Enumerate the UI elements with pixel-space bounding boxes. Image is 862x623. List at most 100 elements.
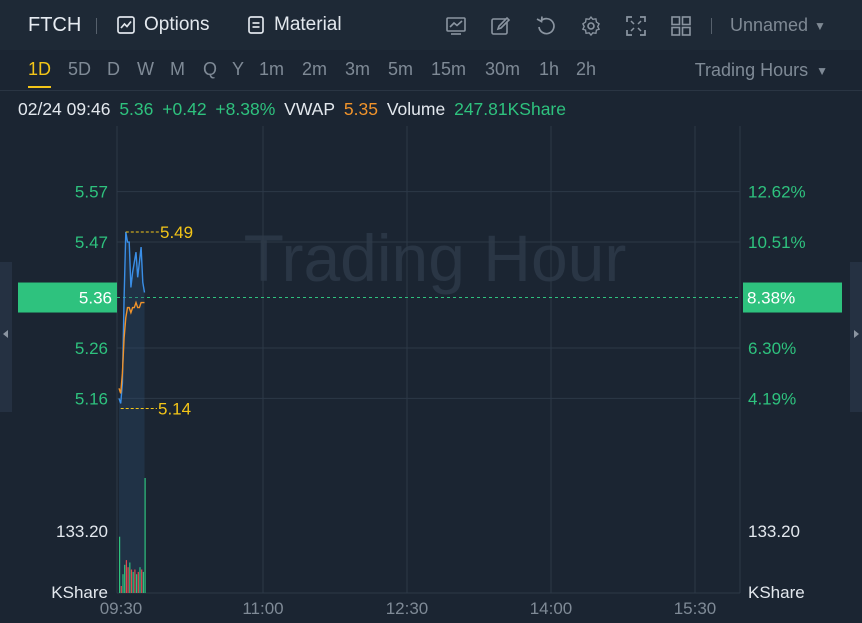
options-chart-icon [117,16,135,34]
volume-bar [142,571,144,593]
vwap-label: VWAP [284,99,336,119]
caret-down-icon: ▼ [814,18,826,33]
chart-watermark: Trading Hour [244,221,627,295]
period-1h[interactable]: 1h [539,59,560,79]
volume-bar [141,569,143,593]
session-label: Trading Hours [694,60,809,80]
volume-bar [127,567,129,593]
volume-bar [137,571,139,593]
period-w[interactable]: W [137,59,154,79]
quote-summary: 02/24 09:46 5.36 +0.42 +8.38% VWAP 5.35 … [18,99,570,120]
period-y[interactable]: Y [232,59,245,79]
axis-labels: 09:30 11:00 12:30 14:00 15:30 5.57 12.62% 5.47 1… [18,183,842,618]
volume-value: 247.81KShare [454,99,566,119]
quote-change-pct: +8.38% [215,99,276,119]
low-marker-label: 5.14 [158,400,191,419]
volume-bar [136,574,138,593]
period-q[interactable]: Q [203,59,218,79]
grid-layer [117,126,740,593]
period-d[interactable]: D [107,59,120,79]
volume-unit-left: KShare [51,583,108,602]
volume-bar [144,478,146,593]
toolbar-divider [96,18,97,34]
ticker-symbol[interactable]: FTCH [28,14,82,36]
volume-unit-right: KShare [748,583,805,602]
period-30m[interactable]: 30m [485,59,521,79]
x-tick-label: 11:00 [242,599,283,618]
vwap-line [118,300,145,394]
toolbar-divider [711,18,712,34]
period-15m[interactable]: 15m [431,59,467,79]
period-2h[interactable]: 2h [576,59,597,79]
volume-bar [119,536,121,593]
current-price-label: 5.36 [79,289,112,308]
y-right-tick-label: 6.30% [748,339,796,358]
x-tick-label: 12:30 [386,599,429,618]
period-2m[interactable]: 2m [302,59,328,79]
right-panel-toggle[interactable] [850,262,862,412]
y-left-tick-label: 5.47 [75,233,108,252]
arrow-right-icon [854,330,859,338]
arrow-left-icon [3,330,8,338]
y-left-tick-label: 5.16 [75,389,108,408]
quote-change: +0.42 [162,99,207,119]
options-label: Options [144,14,210,35]
volume-bar [132,571,134,593]
volume-bar [120,586,122,593]
volume-tick-left: 133.20 [56,522,108,541]
chart-frame [116,126,741,594]
layout-name-dropdown[interactable]: Unnamed ▼ [730,15,826,36]
material-document-icon [248,16,264,34]
period-selector: 1D 5D D W M Q Y 1m 2m 3m 5m 15m 30m 1h 2… [0,50,862,91]
quote-price: 5.36 [119,99,154,119]
vwap-value: 5.35 [343,99,378,119]
period-1m[interactable]: 1m [259,59,285,79]
session-dropdown[interactable]: Trading Hours ▼ [695,60,828,81]
top-toolbar: FTCH Options Material Unnamed ▼ [0,0,862,50]
indicator-chart-icon[interactable] [443,13,469,39]
caret-down-icon: ▼ [816,63,828,78]
period-1d[interactable]: 1D [28,59,52,88]
period-m[interactable]: M [170,59,185,79]
y-right-tick-label: 4.19% [748,389,796,408]
options-button[interactable]: Options [116,12,209,38]
current-pct-label: 8.38% [747,289,795,308]
price-line [118,231,146,404]
volume-bar [130,569,133,593]
current-price-box [18,282,117,313]
y-left-tick-label: 5.26 [75,339,108,358]
period-5m[interactable]: 5m [388,59,414,79]
x-tick-label: 14:00 [530,599,573,618]
high-marker-label: 5.49 [160,223,193,242]
reset-icon[interactable] [533,13,559,39]
volume-label: Volume [386,99,446,119]
volume-layer [119,478,146,593]
settings-gear-icon[interactable] [578,13,604,39]
volume-bar [122,574,124,593]
chart-canvas[interactable]: Trading Hour 09:30 11:00 12:30 14:00 15:30 5.… [0,126,862,623]
volume-bar [124,564,126,593]
current-pct-box [743,282,842,313]
period-5d[interactable]: 5D [68,59,92,79]
grid-layout-icon[interactable] [668,13,694,39]
volume-bar [125,560,127,593]
y-right-tick-label: 10.51% [748,233,806,252]
y-right-tick-label: 12.62% [748,183,806,202]
fullscreen-icon[interactable] [623,13,649,39]
intraday-chart[interactable]: Trading Hour 09:30 11:00 12:30 14:00 15:30 5.… [0,126,862,623]
left-panel-toggle[interactable] [0,262,12,412]
quote-datetime: 02/24 09:46 [18,99,111,119]
x-tick-label: 15:30 [674,599,717,618]
draw-pen-icon[interactable] [488,13,514,39]
y-left-tick-label: 5.57 [75,183,108,202]
volume-bar [134,569,136,593]
price-layer: 5.49 5.14 [118,223,193,593]
volume-tick-right: 133.20 [748,522,800,541]
volume-bar [139,567,141,593]
layout-name-label: Unnamed [730,15,809,35]
period-3m[interactable]: 3m [345,59,371,79]
volume-bar [129,562,131,593]
material-button[interactable]: Material [246,12,342,38]
x-tick-label: 09:30 [100,599,143,618]
material-label: Material [274,14,342,35]
